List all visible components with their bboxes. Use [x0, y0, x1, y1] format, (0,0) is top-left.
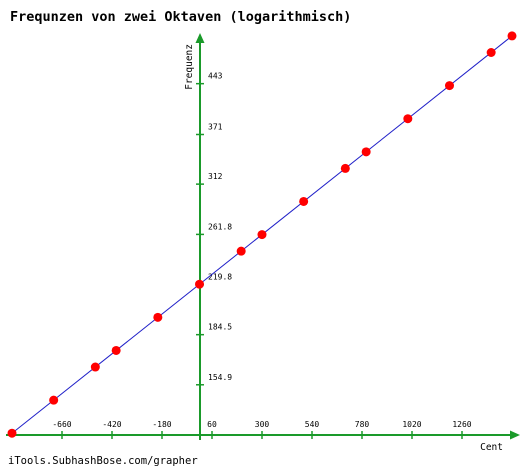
- y-axis-arrow: [195, 33, 205, 43]
- y-tick-label: 261.8: [208, 222, 232, 231]
- data-point: [236, 246, 246, 256]
- x-tick-label: 780: [355, 420, 370, 429]
- data-point: [257, 230, 267, 240]
- y-tick-label: 443: [208, 72, 223, 81]
- x-axis-title: Cent: [480, 442, 503, 453]
- data-point: [340, 163, 350, 173]
- y-axis-title: Frequenz: [184, 44, 195, 90]
- x-tick-label: -180: [152, 420, 171, 429]
- data-point: [486, 47, 496, 57]
- data-point: [153, 312, 163, 322]
- data-point: [49, 395, 59, 405]
- x-tick-label: 300: [255, 420, 270, 429]
- chart-title: Frequnzen von zwei Oktaven (logarithmisc…: [10, 9, 352, 25]
- data-point: [90, 362, 100, 372]
- x-axis-arrow: [510, 430, 520, 440]
- y-tick-label: 154.9: [208, 373, 232, 382]
- x-tick-label: 1020: [402, 420, 421, 429]
- x-tick-label: 1260: [452, 420, 471, 429]
- data-point: [361, 147, 371, 157]
- data-point: [445, 81, 454, 91]
- y-tick-label: 184.5: [208, 323, 232, 332]
- footer-credit: iTools.SubhashBose.com/grapher: [8, 455, 198, 467]
- x-tick-label: -660: [52, 420, 71, 429]
- data-point: [403, 114, 413, 124]
- y-tick-label: 371: [208, 122, 223, 131]
- y-tick-label: 312: [208, 172, 223, 181]
- x-tick-label: 540: [305, 420, 320, 429]
- data-point: [299, 196, 309, 206]
- data-point: [111, 345, 121, 355]
- data-point: [7, 428, 17, 438]
- x-tick-label: 60: [207, 420, 217, 429]
- x-tick-label: -420: [102, 420, 121, 429]
- y-tick-label: 219.8: [208, 273, 232, 282]
- data-point: [195, 279, 204, 289]
- data-point: [507, 31, 517, 41]
